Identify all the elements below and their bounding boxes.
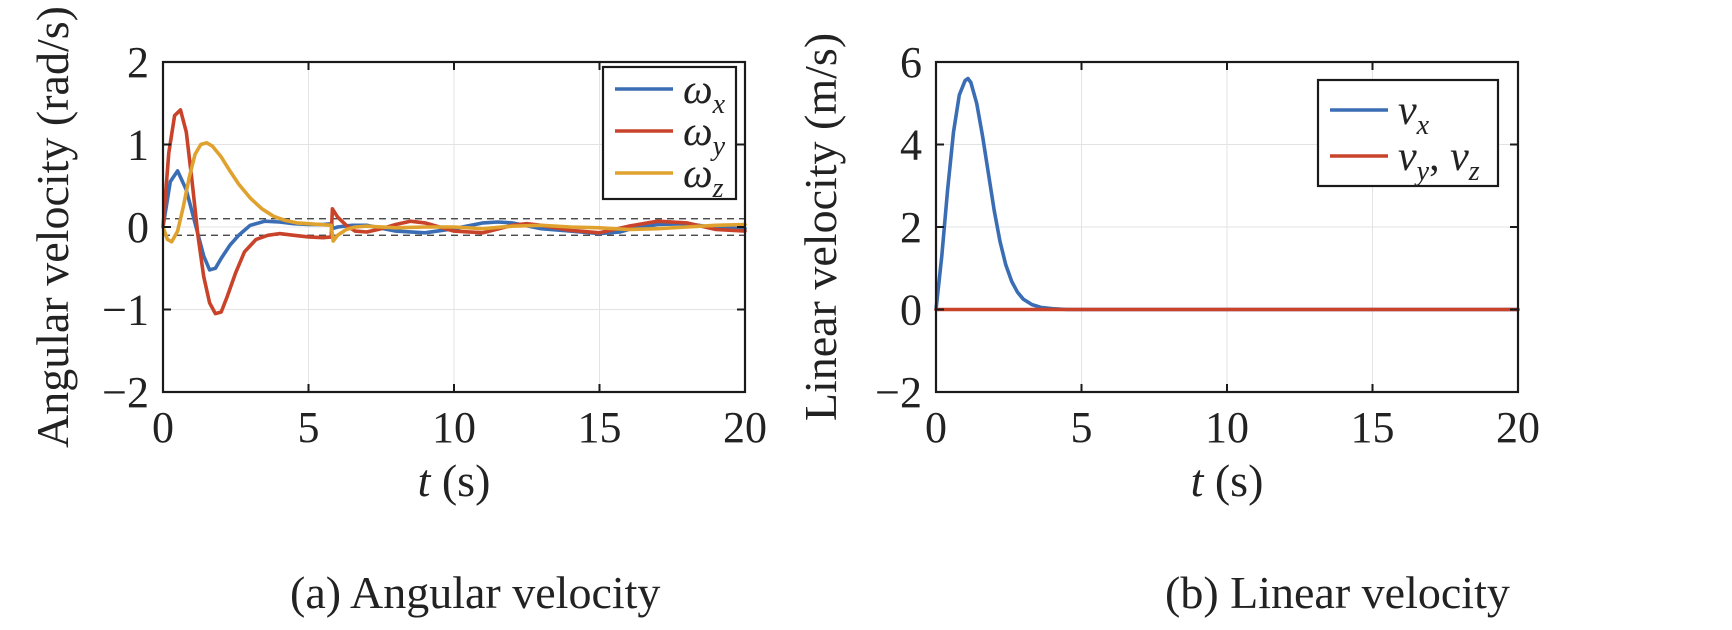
x-axis-label-unit: (s) [1203,455,1263,506]
legend-label: ωx [683,67,726,120]
x-tick-label: 20 [1496,403,1540,452]
y-tick-label: 0 [127,203,149,252]
x-tick-label: 10 [1205,403,1249,452]
x-tick-label: 5 [298,403,320,452]
x-axis-label-var: t [418,455,432,506]
y-tick-label: 6 [900,38,922,87]
chart-panel-0: 0 5 10 15 20 −2 −1 0 1 2 t (s) Angular velocity (ra… [27,6,767,506]
x-tick-label: 0 [152,403,174,452]
legend-box [1316,78,1500,188]
legend-label: ωy [683,109,726,162]
x-tick-label: 10 [432,403,476,452]
y-tick-label: 2 [127,38,149,87]
x-tick-label: 20 [723,403,767,452]
y-axis-label: Angular velocity (rad/s) [27,6,78,448]
x-axis-label: t (s) [1191,455,1264,506]
x-axis-label: t (s) [418,455,491,506]
x-axis-label-unit: (s) [430,455,490,506]
legend-label: vy, vz [1398,134,1480,187]
x-tick-label: 0 [925,403,947,452]
legend-label: ωz [683,151,724,204]
caption-linear-velocity: (b) Linear velocity [1165,567,1510,618]
y-axis-label: Linear velocity (m/s) [795,33,846,421]
y-tick-label: −1 [102,286,149,335]
caption-angular-velocity: (a) Angular velocity [290,567,661,618]
legend-label: vx [1398,88,1430,141]
y-tick-label: 4 [900,121,922,170]
x-tick-label: 5 [1071,403,1093,452]
x-axis-label-var: t [1191,455,1205,506]
y-tick-label: 2 [900,203,922,252]
x-tick-label: 15 [578,403,622,452]
y-tick-label: −2 [102,368,149,417]
series-line-z [161,141,747,244]
x-tick-label: 15 [1351,403,1395,452]
y-tick-label: 1 [127,121,149,170]
y-tick-label: −2 [875,368,922,417]
y-tick-label: 0 [900,286,922,335]
